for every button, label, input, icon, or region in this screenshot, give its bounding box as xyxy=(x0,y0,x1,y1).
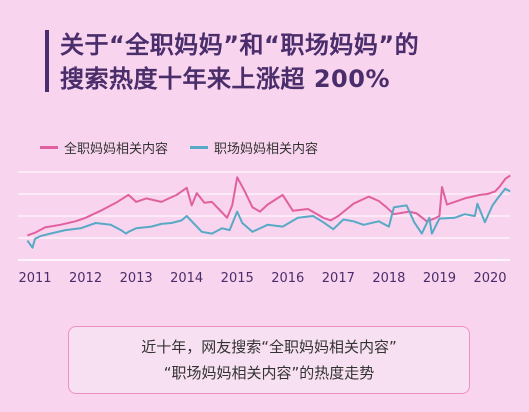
series-line-full-time xyxy=(27,174,511,237)
legend-item-working: 职场妈妈相关内容 xyxy=(190,138,318,157)
caption-line-1: 近十年，网友搜索“全职妈妈相关内容” xyxy=(141,338,397,356)
title-accent-bar xyxy=(45,30,49,92)
caption-line-2: “职场妈妈相关内容”的热度走势 xyxy=(163,364,375,382)
x-tick-label: 2014 xyxy=(170,271,203,286)
x-tick-label: 2018 xyxy=(372,271,405,286)
x-tick-label: 2020 xyxy=(473,271,506,286)
x-tick-label: 2016 xyxy=(271,271,304,286)
x-tick-label: 2017 xyxy=(322,271,355,286)
series-line-working xyxy=(26,187,511,249)
chart-legend: 全职妈妈相关内容 职场妈妈相关内容 xyxy=(40,138,340,157)
caption-box: 近十年，网友搜索“全职妈妈相关内容” “职场妈妈相关内容”的热度走势 xyxy=(68,326,470,394)
x-tick-label: 2011 xyxy=(18,271,51,286)
legend-item-full-time: 全职妈妈相关内容 xyxy=(40,138,168,157)
page-title: 关于“全职妈妈”和“职场妈妈”的 搜索热度十年来上涨超 200% xyxy=(60,28,419,96)
legend-swatch-full-time xyxy=(40,146,58,149)
title-line-2: 搜索热度十年来上涨超 200% xyxy=(60,65,390,93)
x-tick-label: 2013 xyxy=(120,271,153,286)
line-chart: 2011 2012 2013 2014 2015 2016 2017 2018 2019 2020 xyxy=(18,171,511,286)
legend-swatch-working xyxy=(190,146,209,149)
legend-label-working: 职场妈妈相关内容 xyxy=(214,142,319,157)
title-line-1: 关于“全职妈妈”和“职场妈妈”的 xyxy=(60,31,420,59)
legend-label-full-time: 全职妈妈相关内容 xyxy=(64,142,169,157)
x-tick-label: 2019 xyxy=(423,271,456,286)
x-tick-label: 2015 xyxy=(221,271,254,286)
x-tick-label: 2012 xyxy=(69,271,102,286)
